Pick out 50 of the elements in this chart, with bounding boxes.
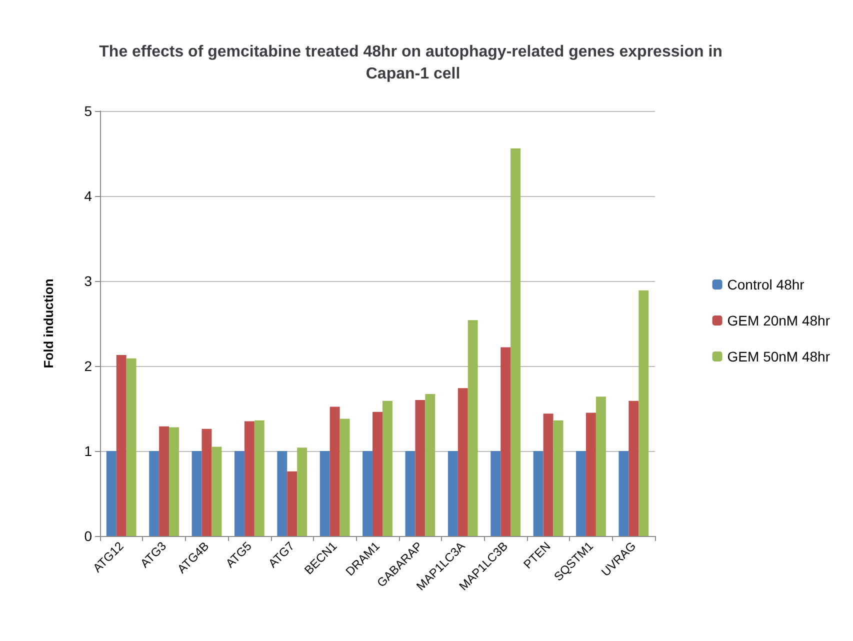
bar [553, 420, 564, 536]
y-axis-title: Fold induction [41, 278, 56, 368]
bar [468, 320, 478, 536]
y-tick-label: 5 [84, 103, 92, 119]
y-tick-label: 1 [84, 443, 92, 459]
bar [234, 451, 244, 536]
legend-label: GEM 20nM 48hr [727, 312, 830, 328]
chart-title: The effects of gemcitabine treated 48hr on autophagy-related genes expression in Capan-1 cell [99, 44, 727, 82]
bar [287, 471, 298, 536]
bar [330, 406, 340, 536]
bar [254, 420, 264, 536]
bar [202, 428, 212, 536]
legend-label: Control 48hr [727, 276, 805, 292]
bar [448, 451, 458, 536]
bar [169, 427, 179, 536]
bar [596, 396, 606, 536]
bar [415, 400, 426, 536]
bar [149, 451, 160, 536]
bar [372, 412, 382, 536]
bar [405, 451, 416, 536]
bar [618, 451, 629, 536]
bar [425, 394, 436, 536]
bar [297, 448, 308, 536]
y-tick-label: 4 [84, 188, 92, 204]
bar [362, 451, 373, 536]
bar [212, 446, 222, 536]
bar [533, 451, 544, 536]
bar [576, 451, 586, 536]
bar [628, 400, 639, 536]
legend-label: GEM 50nM 48hr [727, 348, 830, 364]
bar [586, 412, 596, 536]
bar [458, 388, 468, 536]
bar [638, 290, 649, 536]
bar [126, 358, 136, 536]
bar [510, 148, 521, 536]
bar [490, 451, 501, 536]
bar [159, 426, 170, 536]
y-tick-label: 0 [84, 528, 92, 544]
bar [500, 347, 511, 536]
bar [320, 451, 330, 536]
bar [543, 414, 554, 536]
bar [244, 421, 254, 536]
bar [106, 451, 116, 536]
y-tick-label: 2 [84, 358, 92, 374]
bar [340, 418, 350, 536]
bar [116, 354, 126, 536]
bar [382, 400, 392, 536]
bar [192, 451, 202, 536]
bar [277, 451, 288, 536]
y-tick-label: 3 [84, 273, 92, 289]
